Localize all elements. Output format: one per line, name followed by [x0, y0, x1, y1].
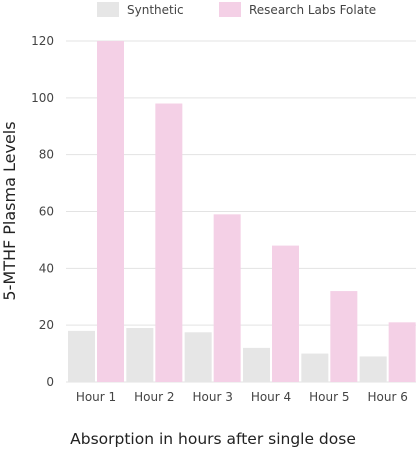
bar-synthetic-hour-5 [301, 353, 329, 382]
x-tick-label: Hour 6 [367, 390, 407, 404]
x-tick-label: Hour 1 [76, 390, 116, 404]
y-tick-label: 100 [31, 91, 54, 105]
bar-research-labs-folate-hour-6 [388, 322, 416, 382]
legend-swatch-research-labs-folate [219, 2, 241, 17]
bar-synthetic-hour-3 [184, 332, 212, 382]
y-axis-ticks: 0 20 40 60 80 100 120 [31, 34, 54, 389]
legend-swatch-synthetic [97, 2, 119, 17]
bar-research-labs-folate-hour-5 [330, 291, 358, 382]
legend-label-research-labs-folate: Research Labs Folate [249, 3, 376, 17]
bar-research-labs-folate-hour-2 [155, 103, 183, 383]
bar-synthetic-hour-6 [359, 356, 387, 382]
bar-research-labs-folate-hour-3 [213, 214, 241, 382]
gridlines [66, 40, 416, 383]
x-tick-label: Hour 2 [134, 390, 174, 404]
bar-research-labs-folate-hour-4 [272, 245, 299, 382]
bar-research-labs-folate-hour-1 [97, 41, 124, 382]
y-tick-label: 120 [31, 34, 54, 48]
bars [68, 41, 416, 383]
y-tick-label: 40 [39, 261, 54, 275]
x-tick-label: Hour 3 [192, 390, 232, 404]
y-tick-label: 0 [46, 375, 54, 389]
bar-synthetic-hour-4 [243, 347, 270, 382]
y-axis-label: 5-MTHF Plasma Levels [0, 121, 19, 300]
x-tick-label: Hour 5 [309, 390, 349, 404]
legend: Synthetic Research Labs Folate [97, 2, 376, 17]
y-tick-label: 20 [39, 318, 54, 332]
y-tick-label: 60 [39, 205, 54, 219]
x-axis-ticks: Hour 1 Hour 2 Hour 3 Hour 4 Hour 5 Hour 6 [76, 390, 408, 404]
bar-synthetic-hour-1 [68, 330, 95, 382]
y-tick-label: 80 [39, 148, 54, 162]
bar-synthetic-hour-2 [126, 328, 154, 382]
x-axis-label: Absorption in hours after single dose [70, 430, 356, 448]
x-tick-label: Hour 4 [251, 390, 291, 404]
legend-label-synthetic: Synthetic [127, 3, 184, 17]
